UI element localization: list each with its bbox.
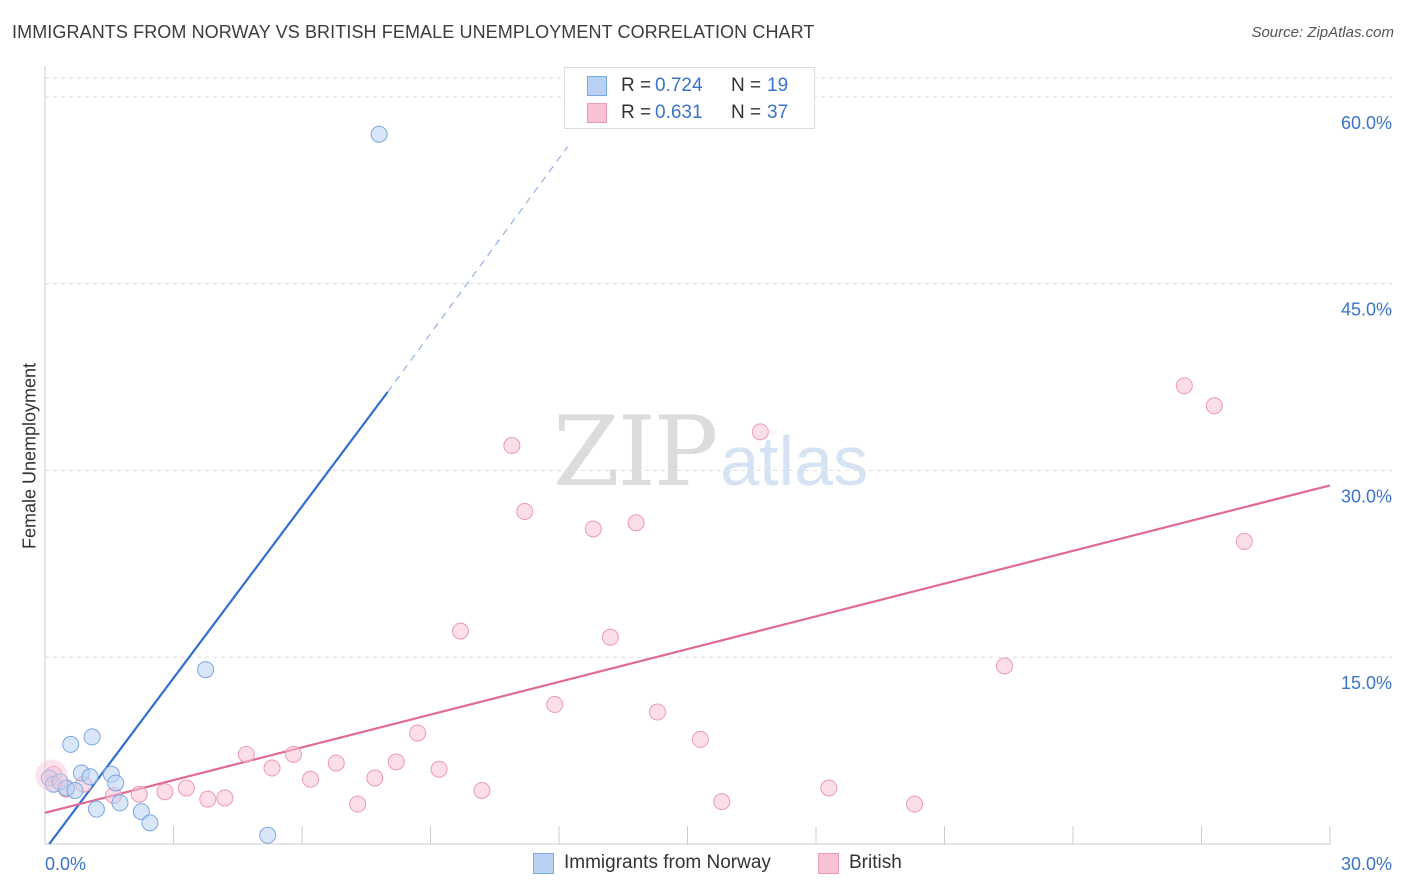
norway-point [132, 803, 150, 821]
norway-point [197, 661, 215, 679]
british-swatch-icon [587, 103, 607, 123]
norway-point [141, 814, 159, 832]
british-point [713, 793, 731, 811]
correlation-stats-box: R = 0.724 N = 19 R = 0.631 N = 37 [564, 67, 815, 129]
norway-point [370, 125, 388, 143]
x-tick-label: 0.0% [45, 854, 86, 874]
british-legend-icon [818, 853, 839, 874]
british-point [751, 423, 769, 441]
norway-point [259, 826, 277, 844]
r-value: 0.631 [655, 102, 703, 123]
n-value: 37 [767, 102, 789, 123]
chart-title: IMMIGRANTS FROM NORWAY VS BRITISH FEMALE… [12, 22, 815, 42]
british-point [284, 745, 302, 763]
y-tick-label: 30.0% [1341, 486, 1392, 506]
british-point [627, 514, 645, 532]
british-point [216, 789, 234, 807]
norway-point [87, 800, 105, 818]
british-point [820, 779, 838, 797]
grid-lines [45, 77, 1392, 658]
norway-trend-extension [387, 146, 569, 393]
norway-point [107, 774, 125, 792]
british-point [366, 769, 384, 787]
n-value: 19 [767, 75, 789, 96]
norway-swatch-icon [587, 76, 607, 96]
british-point [516, 503, 534, 521]
british-point [691, 730, 709, 748]
x-tick-label: 30.0% [1341, 854, 1392, 874]
british-point [130, 785, 148, 803]
source-attribution: Source: ZipAtlas.com [1251, 24, 1394, 41]
british-point [387, 753, 405, 771]
norway-point [81, 768, 99, 786]
norway-point [62, 735, 80, 753]
r-value: 0.724 [655, 75, 703, 96]
british-point [1175, 377, 1193, 395]
british-point [302, 770, 320, 788]
y-tick-label: 45.0% [1341, 300, 1392, 320]
n-label: N = [731, 75, 762, 96]
norway-legend-icon [533, 853, 554, 874]
y-tick-label: 60.0% [1341, 113, 1392, 133]
norway-point [66, 781, 84, 799]
british-point [430, 760, 448, 778]
british-point [601, 628, 619, 646]
y-tick-label: 15.0% [1341, 673, 1392, 693]
british-point [1205, 397, 1223, 415]
british-point [177, 779, 195, 797]
british-point [156, 783, 174, 801]
british-point [995, 657, 1013, 675]
british-point [199, 790, 217, 808]
british-trend-line [44, 484, 1331, 814]
british-point [546, 696, 564, 714]
norway-trend-line [48, 391, 389, 845]
norway-point [111, 794, 129, 812]
tick-labels: 15.0% 30.0% 45.0% 60.0% 0.0% 30.0% [45, 113, 1392, 874]
british-point [906, 795, 924, 813]
legend-label: British [849, 852, 902, 873]
legend-label: Immigrants from Norway [564, 852, 771, 873]
british-point [473, 781, 491, 799]
british-point [327, 754, 345, 772]
r-label: R = [621, 102, 652, 123]
british-point [237, 745, 255, 763]
n-label: N = [731, 102, 762, 123]
axes [44, 66, 1331, 845]
r-label: R = [621, 75, 652, 96]
british-point [409, 724, 427, 742]
source-label: Source: ZipAtlas.com [1251, 24, 1394, 41]
british-point [451, 622, 469, 640]
british-cluster-point [35, 759, 68, 792]
norway-point [83, 728, 101, 746]
british-point [503, 437, 521, 455]
british-point [349, 795, 367, 813]
data-points [35, 125, 1253, 844]
trend-lines [44, 146, 1331, 845]
british-point [1235, 532, 1253, 550]
british-point [584, 520, 602, 538]
british-point [263, 759, 281, 777]
british-point [649, 703, 667, 721]
